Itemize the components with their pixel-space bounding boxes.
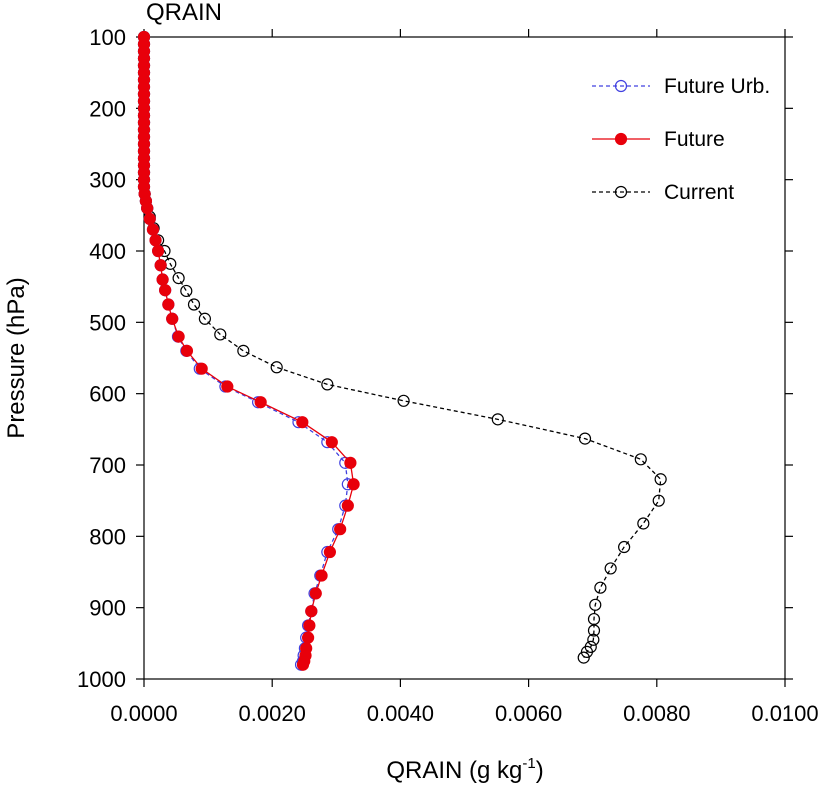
data-point-current — [580, 645, 594, 658]
series-line-current — [143, 37, 662, 658]
x-tick-label: 0.0080 — [623, 701, 690, 726]
data-point-current — [577, 651, 590, 664]
data-point-future — [146, 223, 160, 236]
data-point-future — [325, 436, 338, 449]
data-point-current — [589, 598, 602, 611]
data-point-current — [214, 328, 227, 341]
y-axis-label: Pressure (hPa) — [3, 277, 30, 438]
x-axis-label-main: QRAIN (g kg — [386, 757, 522, 784]
series-current — [137, 30, 667, 664]
x-axis: 0.0000 0.0020 0.0040 0.0060 0.0080 0.0100 — [110, 29, 819, 726]
data-point-future — [303, 619, 316, 632]
data-point-future — [301, 631, 315, 644]
x-tick-label: 0.0100 — [751, 701, 818, 726]
data-point-current — [172, 272, 185, 285]
series-future — [137, 30, 360, 671]
y-tick-label: 800 — [89, 524, 126, 549]
y-tick-label: 700 — [89, 453, 126, 478]
x-tick-label: 0.0000 — [110, 701, 177, 726]
data-point-future — [172, 330, 185, 343]
data-point-future — [162, 298, 175, 311]
data-point-future — [315, 569, 328, 582]
y-tick-label: 1000 — [77, 667, 126, 692]
data-point-future — [152, 244, 165, 258]
data-point-future — [347, 478, 360, 491]
y-tick-label: 900 — [89, 596, 126, 621]
x-tick-label: 0.0060 — [495, 701, 562, 726]
x-tick-label: 0.0020 — [239, 701, 306, 726]
chart-title: QRAIN — [146, 0, 222, 26]
data-point-current — [587, 624, 601, 637]
legend-label-current: Current — [664, 181, 734, 204]
data-point-current — [397, 394, 410, 407]
legend-marker-future — [614, 132, 628, 146]
data-point-current — [587, 633, 600, 646]
data-point-current — [237, 344, 250, 357]
data-point-current — [652, 494, 665, 507]
data-point-current — [637, 517, 650, 530]
data-point-current — [321, 378, 334, 391]
data-point-current — [491, 413, 504, 426]
data-point-future — [180, 344, 194, 357]
data-point-current — [270, 361, 283, 374]
data-point-future — [154, 259, 167, 272]
y-tick-label: 600 — [89, 382, 126, 407]
data-point-current — [187, 298, 201, 311]
legend-marker-future-urb — [614, 79, 628, 93]
y-tick-label: 300 — [89, 168, 126, 193]
data-point-future — [143, 212, 156, 225]
data-point-future — [334, 523, 347, 536]
data-point-current — [594, 581, 607, 594]
x-axis-label-superscript: -1 — [522, 755, 535, 772]
y-tick-label: 200 — [89, 96, 126, 121]
legend-label-future: Future — [664, 128, 725, 151]
legend-marker-current — [614, 185, 628, 199]
y-tick-label: 400 — [89, 239, 126, 264]
data-point-current — [634, 453, 647, 466]
data-point-future — [296, 658, 310, 671]
data-point-future — [296, 416, 309, 429]
data-point-future — [166, 312, 179, 325]
data-point-future — [149, 234, 162, 247]
data-point-future — [341, 499, 354, 512]
series-layer — [137, 30, 667, 671]
plot-frame — [143, 36, 786, 680]
legend-label-future-urb: Future Urb. — [664, 75, 770, 98]
data-point-current — [578, 432, 592, 445]
data-point-future — [254, 396, 267, 409]
data-point-current — [604, 562, 617, 575]
data-point-current — [618, 540, 631, 554]
x-axis-label: QRAIN (g kg-1) — [386, 755, 543, 784]
data-point-future — [344, 456, 357, 469]
data-point-future — [141, 202, 154, 215]
x-tick-label: 0.0040 — [367, 701, 434, 726]
data-point-current — [198, 312, 211, 325]
data-point-future — [195, 362, 208, 375]
data-point-future — [156, 273, 169, 286]
data-point-future — [159, 284, 172, 297]
legend: Future Urb. Future Current — [592, 75, 770, 204]
data-point-current — [654, 473, 667, 486]
data-point-current — [180, 284, 193, 298]
data-point-future — [323, 545, 336, 559]
y-axis: 100 200 300 400 500 600 700 800 900 1000 — [77, 25, 793, 692]
data-point-future — [309, 587, 322, 600]
data-point-future — [305, 605, 318, 618]
x-axis-label-suffix: ) — [536, 757, 544, 784]
data-point-future — [221, 380, 234, 393]
y-tick-label: 500 — [89, 310, 126, 335]
y-tick-label: 100 — [89, 25, 126, 50]
